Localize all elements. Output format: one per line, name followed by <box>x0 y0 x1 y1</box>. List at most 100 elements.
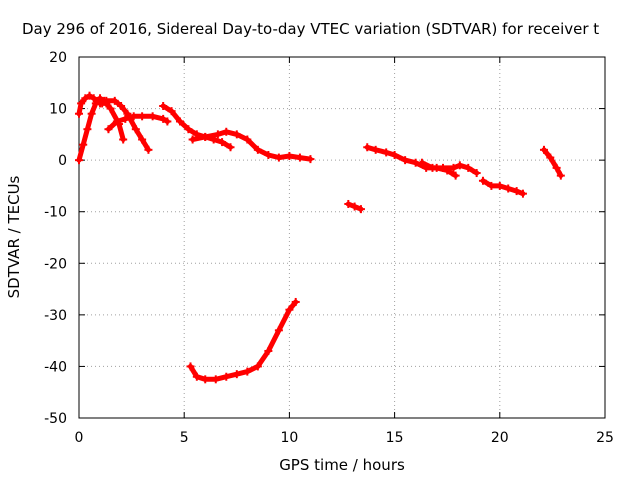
data-point <box>285 305 294 314</box>
data-point <box>274 326 283 335</box>
y-tick-label: 0 <box>58 153 67 169</box>
series-track-2 <box>76 95 126 163</box>
data-point <box>243 367 252 376</box>
data-point <box>552 163 561 172</box>
data-point <box>350 202 359 211</box>
y-tick-label: -20 <box>44 256 67 272</box>
plot-frame <box>78 56 606 419</box>
data-point <box>119 135 128 144</box>
data-point <box>81 94 90 103</box>
data-point <box>306 155 315 164</box>
y-tick-label: -30 <box>44 308 67 324</box>
series-track-11 <box>541 147 564 179</box>
data-point <box>201 132 210 141</box>
data-point <box>104 125 113 134</box>
x-tick-label: 25 <box>596 430 614 446</box>
data-point <box>371 145 380 154</box>
data-point <box>138 112 147 121</box>
data-point <box>75 156 83 165</box>
x-tick-label: 15 <box>386 430 404 446</box>
data-point <box>87 109 96 118</box>
data-point <box>148 112 157 121</box>
data-point <box>192 372 201 381</box>
data-point <box>106 104 115 113</box>
data-point <box>75 109 83 118</box>
data-point <box>472 169 481 178</box>
x-tick-label: 20 <box>491 430 509 446</box>
data-point <box>159 101 168 110</box>
data-point <box>274 153 283 162</box>
y-tick-label: -10 <box>44 205 67 221</box>
data-point <box>285 152 294 161</box>
data-point <box>243 135 252 144</box>
data-point <box>295 153 304 162</box>
data-point <box>455 161 464 170</box>
data-point <box>264 150 273 159</box>
data-point <box>226 143 235 152</box>
grid-lines <box>79 57 605 418</box>
data-point <box>201 375 210 384</box>
data-point <box>539 145 548 154</box>
data-point <box>188 135 197 144</box>
data-point <box>77 99 86 108</box>
data-point <box>218 138 227 147</box>
data-point <box>356 205 365 214</box>
series-track-12 <box>188 299 299 382</box>
data-point <box>556 171 565 180</box>
data-point <box>159 114 168 123</box>
data-point <box>110 96 119 105</box>
data-point <box>131 125 140 134</box>
data-point <box>222 372 231 381</box>
data-point <box>117 101 126 110</box>
data-point <box>222 127 231 136</box>
x-tick-label: 10 <box>280 430 298 446</box>
data-point <box>79 140 88 149</box>
data-point <box>451 171 460 180</box>
data-point <box>144 145 153 154</box>
data-point <box>232 130 241 139</box>
data-point <box>129 112 138 121</box>
data-point <box>417 158 426 167</box>
data-point <box>96 99 105 108</box>
data-point <box>512 187 521 196</box>
data-point <box>291 297 300 306</box>
data-point <box>518 189 527 198</box>
axis-ticks: 0 5 10 15 20 25 -50 -40 -30 -20 -10 0 10 20 <box>44 50 614 446</box>
data-series <box>75 91 565 384</box>
x-axis-label: GPS time / hours <box>279 456 405 474</box>
y-tick-label: -40 <box>44 359 67 375</box>
data-point <box>138 135 147 144</box>
data-point <box>478 176 487 185</box>
data-point <box>344 199 353 208</box>
data-point <box>102 96 111 105</box>
data-point <box>85 91 94 100</box>
x-tick-label: 0 <box>75 430 84 446</box>
series-track-6 <box>190 129 313 162</box>
data-point <box>163 117 172 126</box>
data-point <box>464 163 473 172</box>
data-point <box>264 346 273 355</box>
x-tick-label: 5 <box>180 430 189 446</box>
data-point <box>504 184 513 193</box>
data-point <box>175 117 184 126</box>
data-point <box>390 150 399 159</box>
data-point <box>363 143 372 152</box>
data-point <box>253 362 262 371</box>
data-point <box>83 125 92 134</box>
data-point <box>232 370 241 379</box>
data-point <box>449 163 458 172</box>
data-point <box>495 181 504 190</box>
data-point <box>112 117 121 126</box>
data-point <box>121 114 130 123</box>
data-point <box>546 153 555 162</box>
y-tick-label: 10 <box>49 102 67 118</box>
data-point <box>438 163 447 172</box>
y-tick-label: 20 <box>49 50 67 66</box>
data-point <box>401 156 410 165</box>
y-axis-label: SDTVAR / TECUs <box>5 175 23 298</box>
data-point <box>487 181 496 190</box>
data-point <box>428 163 437 172</box>
chart-title: Day 296 of 2016, Sidereal Day-to-day VTE… <box>22 20 599 38</box>
data-point <box>382 148 391 157</box>
